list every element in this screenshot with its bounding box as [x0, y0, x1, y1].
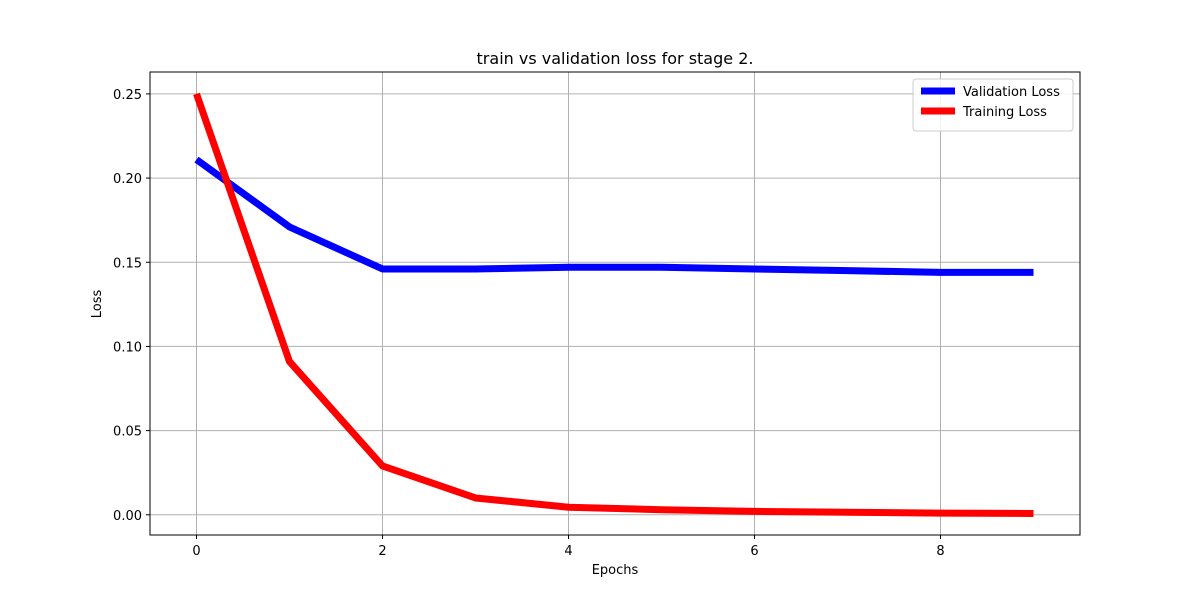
y-tick-label: 0.05: [113, 425, 142, 440]
y-tick-label: 0.10: [113, 340, 142, 355]
axis-ticks: 0 2 4 6 8 0.00 0.05 0.10 0.15 0.20 0.25: [113, 88, 945, 559]
series-lines: [193, 92, 1034, 517]
training-loss-line: [193, 92, 1034, 517]
y-tick-label: 0.20: [113, 172, 142, 187]
y-tick-label: 0.25: [113, 88, 142, 103]
y-axis-label: Loss: [90, 290, 105, 319]
chart-title: train vs validation loss for stage 2.: [477, 49, 754, 68]
x-tick-label: 0: [192, 544, 200, 559]
plot-frame: [149, 71, 1081, 536]
legend-label-validation-loss: Validation Loss: [963, 85, 1060, 100]
validation-loss-line: [194, 156, 1034, 276]
y-tick-label: 0.00: [113, 509, 142, 524]
x-tick-label: 4: [564, 544, 572, 559]
legend-label-training-loss: Training Loss: [962, 105, 1047, 120]
x-tick-label: 2: [378, 544, 386, 559]
legend: Validation Loss Training Loss: [912, 78, 1074, 132]
x-axis-label: Epochs: [592, 563, 639, 578]
x-tick-label: 6: [750, 544, 758, 559]
x-tick-label: 8: [936, 544, 944, 559]
y-tick-label: 0.15: [113, 256, 142, 271]
